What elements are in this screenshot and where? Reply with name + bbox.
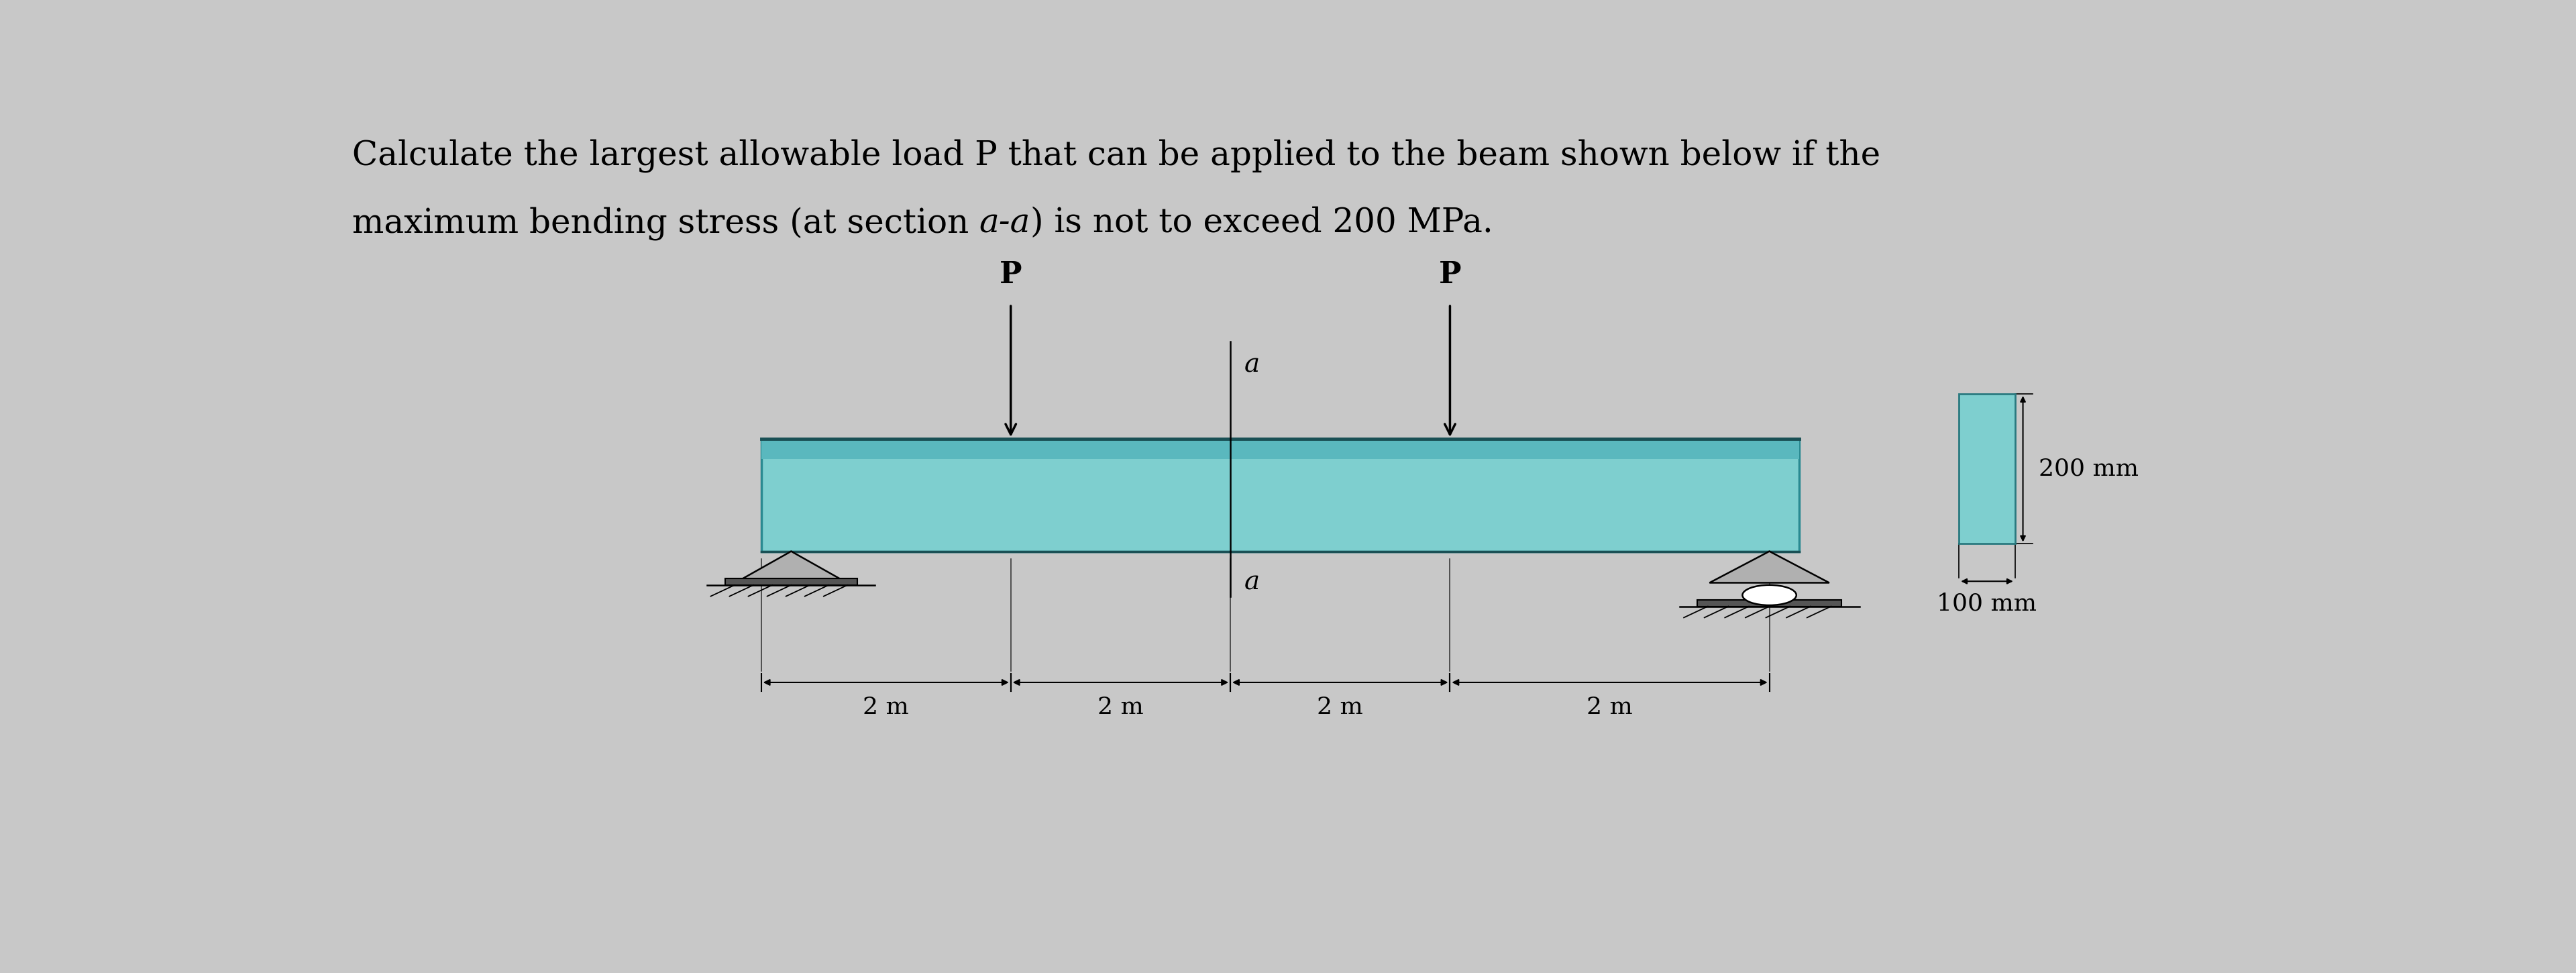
Text: a: a	[1244, 353, 1260, 378]
Polygon shape	[1710, 552, 1829, 583]
Text: 2 m: 2 m	[863, 696, 909, 719]
Text: a-a: a-a	[979, 206, 1030, 240]
Bar	[1698, 600, 1842, 606]
Polygon shape	[732, 552, 850, 585]
Text: 2 m: 2 m	[1587, 696, 1633, 719]
Bar	[726, 579, 858, 585]
Text: 100 mm: 100 mm	[1937, 593, 2038, 615]
Circle shape	[1741, 585, 1795, 605]
Text: P: P	[999, 260, 1023, 289]
Text: 2 m: 2 m	[1097, 696, 1144, 719]
Bar	[1958, 394, 2014, 544]
Text: P: P	[1440, 260, 1461, 289]
Text: Calculate the largest allowable load P that can be applied to the beam shown bel: Calculate the largest allowable load P t…	[353, 139, 1880, 173]
Bar	[762, 439, 1798, 552]
Text: a: a	[1244, 570, 1260, 595]
Text: 200 mm: 200 mm	[2040, 457, 2138, 481]
Text: maximum bending stress (at section: maximum bending stress (at section	[353, 206, 979, 240]
Text: ) is not to exceed 200 MPa.: ) is not to exceed 200 MPa.	[1030, 206, 1494, 240]
Bar	[762, 439, 1798, 459]
Text: 2 m: 2 m	[1316, 696, 1363, 719]
